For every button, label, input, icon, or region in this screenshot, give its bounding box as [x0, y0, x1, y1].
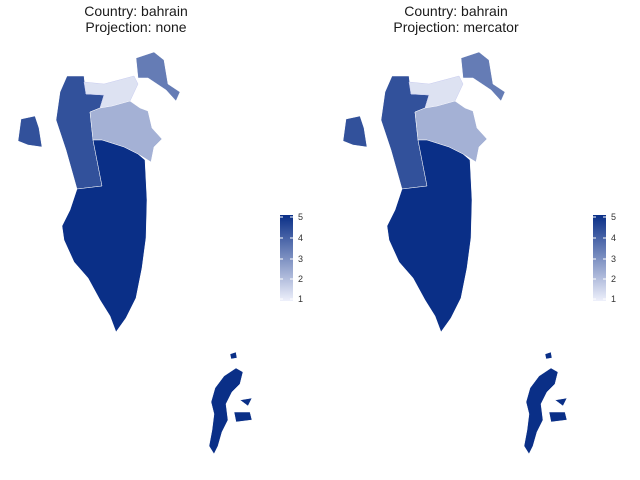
- title-projection: Projection: mercator: [393, 19, 519, 35]
- color-legend: 5 4 3 2 1: [593, 212, 616, 304]
- region-muharraq: [460, 51, 506, 102]
- region-hawar-islet-a: [239, 397, 253, 407]
- panel-title: Country: bahrain Projection: none: [0, 3, 272, 35]
- choropleth-map: 5 4 3 2 1: [342, 51, 616, 455]
- legend-tick-2: 2: [298, 274, 303, 284]
- legend-tick-4: 4: [298, 233, 303, 243]
- region-hawar-islet-b: [548, 411, 568, 423]
- region-umm-nasan: [342, 115, 368, 148]
- color-legend: 5 4 3 2 1: [280, 212, 303, 304]
- title-projection: Projection: none: [85, 19, 187, 35]
- panel-title: Country: bahrain Projection: mercator: [320, 3, 592, 35]
- region-umm-nasan: [17, 115, 43, 148]
- legend-colorbar: [280, 215, 293, 301]
- region-hawar: [208, 367, 244, 455]
- map-panel-none: Country: bahrain Projection: none: [0, 3, 303, 455]
- region-hawar-islet-c: [544, 351, 553, 360]
- region-southern: [61, 139, 148, 333]
- region-hawar-islet-c: [229, 351, 238, 360]
- legend-tick-1: 1: [611, 294, 616, 304]
- region-southern: [386, 139, 473, 333]
- title-country: Country: bahrain: [404, 3, 508, 19]
- region-hawar: [523, 367, 559, 455]
- title-country: Country: bahrain: [84, 3, 188, 19]
- legend-tick-2: 2: [611, 274, 616, 284]
- legend-tick-3: 3: [611, 254, 616, 264]
- region-muharraq: [135, 51, 181, 102]
- legend-colorbar: [593, 215, 606, 301]
- legend-tick-3: 3: [298, 254, 303, 264]
- legend-tick-5: 5: [298, 212, 303, 222]
- map-panel-mercator: Country: bahrain Projection: mercator: [320, 0, 640, 480]
- region-hawar-islet-b: [233, 411, 253, 423]
- region-hawar-islet-a: [554, 397, 568, 407]
- legend-tick-1: 1: [298, 294, 303, 304]
- choropleth-map: 5 4 3 2 1: [17, 51, 303, 455]
- legend-tick-5: 5: [611, 212, 616, 222]
- legend-tick-4: 4: [611, 233, 616, 243]
